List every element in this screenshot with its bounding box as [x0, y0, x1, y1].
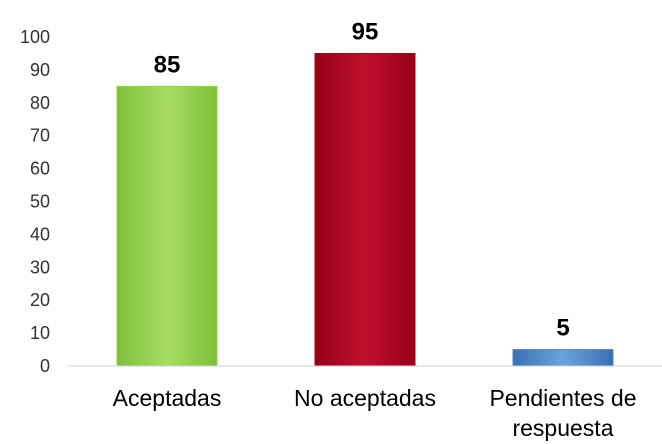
y-tick-label: 80: [30, 93, 50, 113]
data-label: 95: [352, 18, 379, 45]
y-tick-label: 30: [30, 257, 50, 277]
x-axis: Aceptadas No aceptadas Pendientes de respue…: [113, 385, 637, 441]
data-labels: 85 95 5: [154, 18, 570, 341]
bar-pendientes-de-respuesta: [512, 349, 614, 367]
bar-no-aceptadas: [314, 52, 416, 367]
y-tick-label: 90: [30, 60, 50, 80]
bar-aceptadas: [116, 85, 218, 367]
data-label: 5: [556, 315, 569, 342]
y-tick-label: 50: [30, 192, 50, 212]
y-tick-label: 100: [20, 27, 50, 47]
y-axis: 0 10 20 30 40 50 60 70 80 90 100: [20, 27, 50, 376]
x-category-label: Aceptadas: [113, 385, 222, 411]
y-tick-label: 70: [30, 126, 50, 146]
y-tick-label: 40: [30, 224, 50, 244]
y-tick-label: 60: [30, 159, 50, 179]
x-category-label: Pendientes de: [489, 385, 636, 411]
x-category-label: No aceptadas: [294, 385, 436, 411]
data-label: 85: [154, 51, 181, 78]
bars: [116, 52, 614, 367]
y-tick-label: 10: [30, 323, 50, 343]
y-tick-label: 0: [40, 356, 50, 376]
x-category-label: respuesta: [512, 415, 613, 441]
y-tick-label: 20: [30, 290, 50, 310]
